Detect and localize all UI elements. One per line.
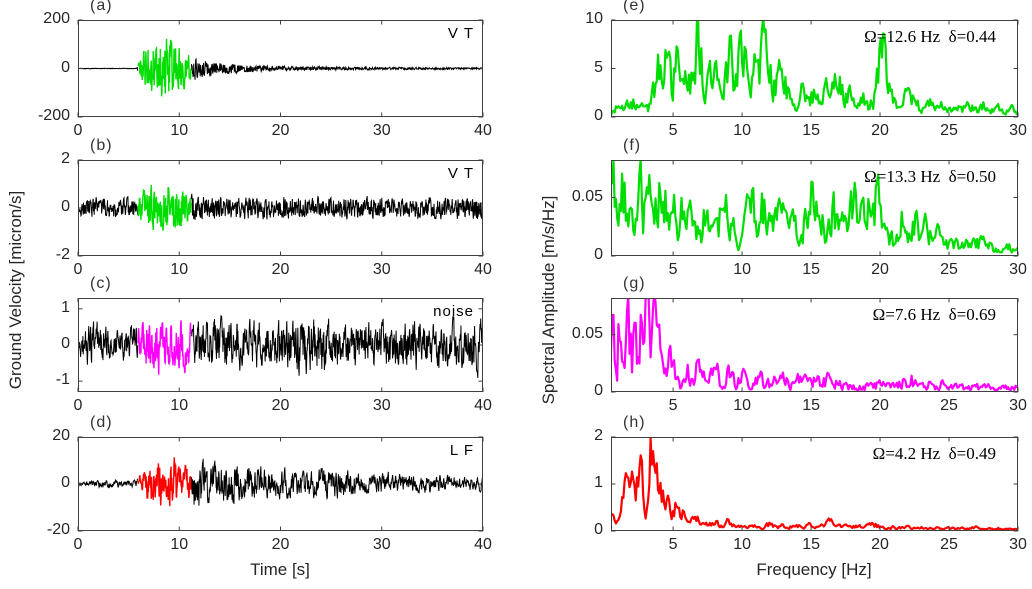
panel-g-xtick-1: 10 (733, 397, 751, 414)
panel-f-xtick-0: 5 (668, 261, 678, 278)
panel-d-xtick-2: 20 (271, 536, 290, 553)
panel-d-ytick-0: -20 (46, 521, 70, 538)
panel-c-xtick-0: 0 (73, 397, 83, 414)
panel-e: (e) Ω=12.6 Hz δ=0.44 0 5 10 5 10 15 20 25 30 (585, 0, 1027, 139)
panel-h-ytick-2: 2 (594, 427, 603, 444)
panel-d-ytick-1: 0 (61, 474, 70, 491)
panel-f-ytick-0: 0 (594, 246, 603, 263)
panel-a-letter: (a) (90, 0, 113, 14)
panel-e-letter: (e) (623, 0, 646, 14)
panel-g: (g) Ω=7.6 Hz δ=0.69 0 0.05 5 10 15 20 25 30 (572, 275, 1027, 414)
panel-h-xtick-5: 30 (1009, 536, 1027, 553)
panel-b-xtick-3: 30 (372, 261, 391, 278)
panel-d-signal-label: L F (449, 442, 474, 459)
panel-d-xtick-1: 10 (170, 536, 189, 553)
panel-c-signal-label: noise (433, 303, 474, 320)
panel-h-ytick-1: 1 (594, 474, 603, 491)
panel-a-ytick-0: -200 (37, 107, 70, 124)
panel-h-omega-delta-annotation: Ω=4.2 Hz δ=0.49 (872, 444, 996, 463)
panel-f: (f) Ω=13.3 Hz δ=0.50 0 0.05 5 10 15 20 25 30 (572, 137, 1027, 278)
panel-e-xtick-2: 15 (802, 122, 820, 139)
panel-a-ytick-2: 200 (43, 10, 70, 27)
panel-b-xtick-2: 20 (271, 261, 290, 278)
frequency-x-axis-title: Frequency [Hz] (756, 560, 872, 579)
panel-f-xtick-4: 25 (940, 261, 958, 278)
panel-g-xtick-5: 30 (1009, 397, 1027, 414)
panel-g-ytick-1: 0.05 (571, 324, 603, 342)
panel-f-letter: (f) (623, 137, 642, 154)
panel-c-ytick-0: -1 (55, 371, 70, 389)
panel-b-ytick-0: -2 (55, 246, 70, 263)
panel-e-ytick-2: 10 (585, 10, 603, 27)
panel-a-xtick-3: 30 (372, 122, 391, 139)
panel-c-xtick-1: 10 (170, 397, 189, 414)
panel-e-ytick-1: 5 (594, 58, 603, 76)
panel-h-xtick-3: 20 (871, 536, 889, 553)
panel-c-ytick-1: 0 (61, 335, 70, 352)
panel-f-xtick-3: 20 (871, 261, 889, 278)
panel-h-xtick-2: 15 (802, 536, 820, 553)
panel-e-xtick-1: 10 (733, 122, 751, 139)
panel-a-ytick-1: 0 (61, 58, 70, 76)
panel-e-xtick-3: 20 (871, 122, 889, 139)
panel-h: (h) Ω=4.2 Hz δ=0.49 0 1 2 5 10 15 20 25 30 (594, 414, 1027, 553)
panel-b: (b) V T -2 0 2 0 10 20 30 40 (56, 137, 492, 278)
panel-g-omega-delta-annotation: Ω=7.6 Hz δ=0.69 (872, 305, 996, 324)
panel-a-xtick-4: 40 (474, 122, 492, 139)
panel-h-letter: (h) (623, 414, 646, 431)
panel-g-xtick-3: 20 (871, 397, 889, 414)
time-x-axis-title: Time [s] (250, 560, 310, 579)
panel-d-xtick-4: 40 (474, 536, 492, 553)
panel-d: (d) L F -20 0 20 0 10 20 30 40 (47, 414, 492, 553)
panel-g-ytick-0: 0 (594, 382, 603, 399)
panel-c-ytick-2: 1 (61, 298, 70, 316)
panel-c-xtick-3: 30 (372, 397, 391, 414)
panel-e-omega-delta-annotation: Ω=12.6 Hz δ=0.44 (864, 27, 996, 46)
panel-d-xtick-0: 0 (73, 536, 83, 553)
panel-e-xtick-0: 5 (668, 122, 678, 139)
panel-b-signal-label: V T (447, 165, 474, 182)
panel-b-xtick-4: 40 (474, 261, 492, 278)
panel-g-xtick-2: 15 (802, 397, 820, 414)
panel-d-letter: (d) (90, 414, 113, 431)
panel-f-xtick-2: 15 (802, 261, 820, 278)
panel-g-xtick-4: 25 (940, 397, 958, 414)
panel-a-xtick-2: 20 (271, 122, 290, 139)
panel-a-xtick-1: 10 (170, 122, 189, 139)
panel-b-ytick-2: 2 (61, 150, 70, 167)
panel-c-xtick-2: 20 (271, 397, 290, 414)
panel-b-xtick-0: 0 (73, 261, 83, 278)
panel-h-xtick-4: 25 (940, 536, 958, 553)
panel-c-letter: (c) (90, 275, 112, 292)
panel-b-ytick-1: 0 (61, 198, 70, 215)
panel-f-omega-delta-annotation: Ω=13.3 Hz δ=0.50 (864, 167, 996, 186)
panel-b-letter: (b) (90, 137, 113, 154)
panel-f-xtick-5: 30 (1009, 261, 1027, 278)
panel-b-xtick-1: 10 (170, 261, 189, 278)
panel-h-ytick-0: 0 (594, 521, 603, 538)
panel-h-xtick-0: 5 (668, 536, 678, 553)
panel-d-xtick-3: 30 (372, 536, 391, 553)
panel-g-xtick-0: 5 (668, 397, 678, 414)
panel-g-letter: (g) (623, 275, 646, 292)
panel-h-xtick-1: 10 (733, 536, 751, 553)
panel-d-ytick-2: 20 (52, 427, 70, 444)
panel-a: (a) V T -200 0 200 0 10 20 30 40 (38, 0, 492, 139)
right-y-axis-title: Spectral Amplitude [m/s/Hz] (539, 195, 558, 405)
panel-e-xtick-5: 30 (1009, 122, 1027, 139)
panel-f-ytick-1: 0.05 (571, 187, 603, 205)
panel-c: (c) noise -1 0 1 0 10 20 30 40 (56, 275, 492, 414)
panel-c-xtick-4: 40 (474, 397, 492, 414)
panel-e-ytick-0: 0 (594, 107, 603, 124)
panel-a-xtick-0: 0 (73, 122, 83, 139)
left-y-axis-title: Ground Velocity [micron/s] (6, 190, 25, 390)
panel-e-xtick-4: 25 (940, 122, 958, 139)
panel-a-signal-label: V T (447, 25, 474, 42)
panel-f-xtick-1: 10 (733, 261, 751, 278)
